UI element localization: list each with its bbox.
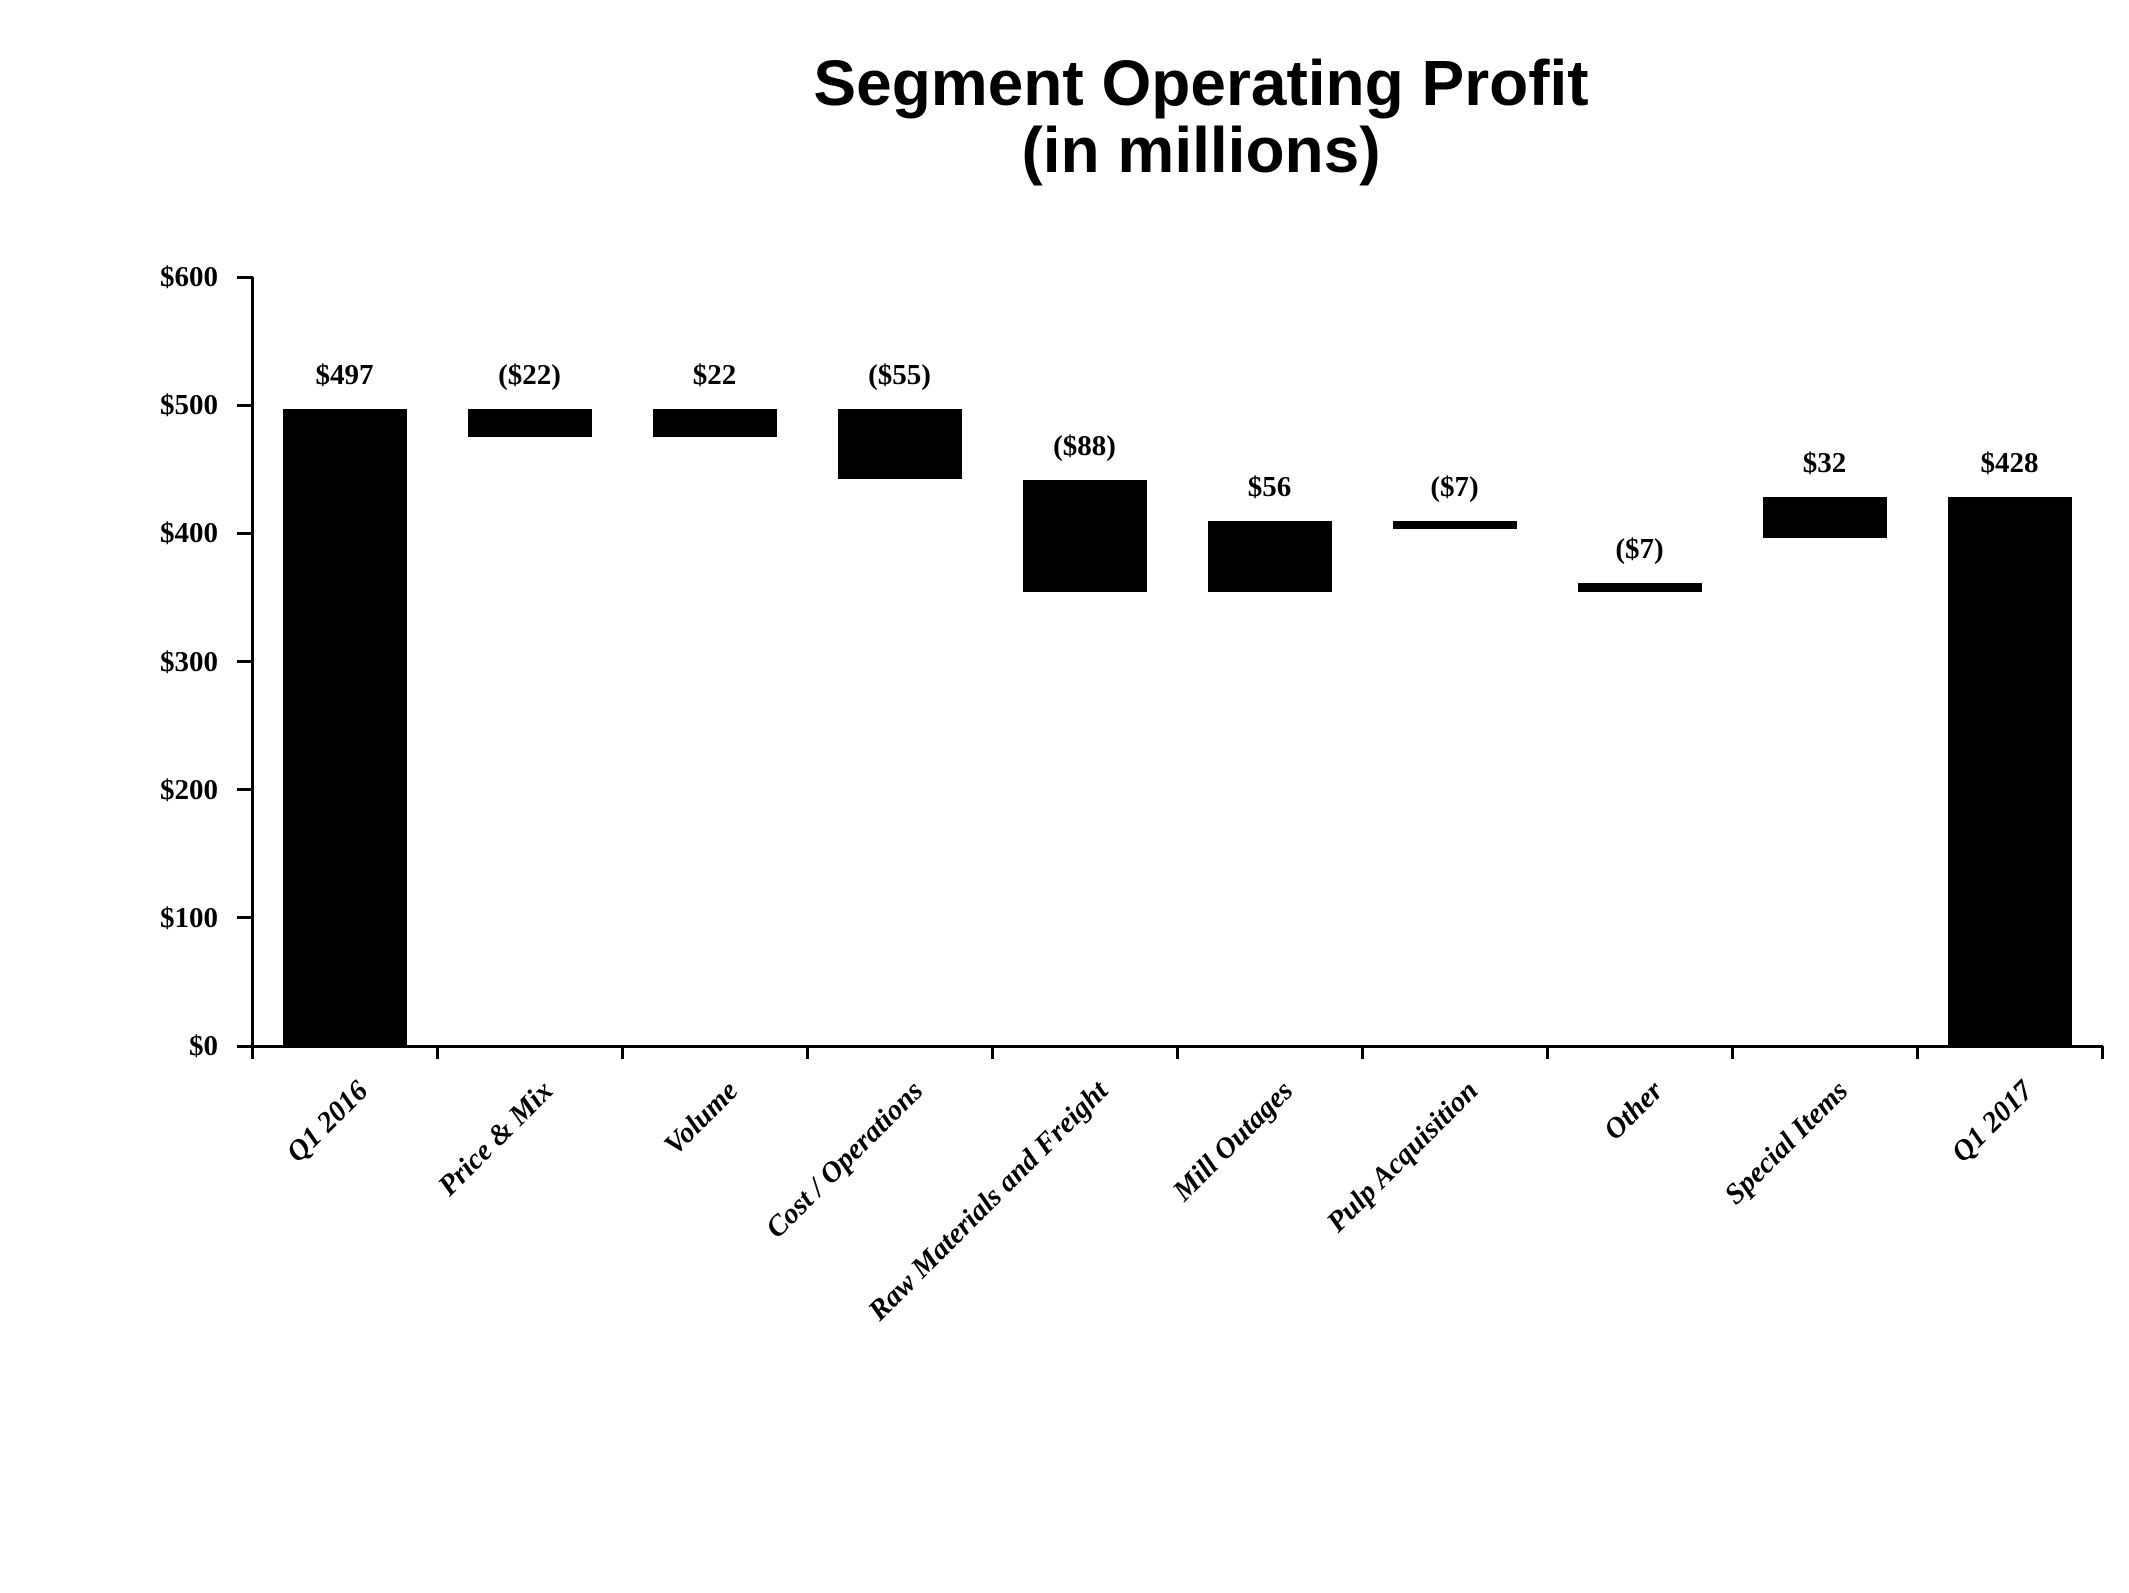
x-axis-tick [436,1046,439,1059]
chart-title-line2: (in millions) [236,117,2129,184]
x-axis-tick [1546,1046,1549,1059]
x-axis-tick [1176,1046,1179,1059]
waterfall-chart: Segment Operating Profit (in millions) $… [0,0,2129,1421]
x-axis-tick [1916,1046,1919,1059]
bar-mill-outages [1208,521,1332,593]
y-axis-tick [237,660,253,663]
y-axis-tick-label: $400 [0,515,218,551]
y-axis-tick [237,404,253,407]
y-axis-tick [237,276,253,279]
x-axis-tick [2101,1046,2104,1059]
y-axis-tick-label: $300 [0,644,218,680]
y-axis-tick-label: $600 [0,259,218,295]
chart-title-line1: Segment Operating Profit [236,50,2129,117]
chart-title: Segment Operating Profit (in millions) [236,50,2129,184]
bar-pulp-acquisition [1393,521,1517,530]
x-axis-tick [806,1046,809,1059]
y-axis-tick [237,532,253,535]
bar-other [1578,583,1702,592]
bar-value-label: $428 [1860,445,2129,481]
bar-value-label: ($88) [935,428,1235,464]
x-axis-tick [991,1046,994,1059]
x-axis-tick [621,1046,624,1059]
bar-special-items [1763,497,1887,538]
y-axis-tick [237,788,253,791]
bar-value-label: ($7) [1490,531,1790,567]
x-axis-tick [251,1046,254,1059]
y-axis-tick-label: $200 [0,772,218,808]
bar-volume [653,409,777,437]
bar-q1-2017 [1948,497,2072,1046]
bar-value-label: ($7) [1305,469,1605,505]
y-axis-tick [237,916,253,919]
bar-price-mix [468,409,592,437]
y-axis-tick-label: $0 [0,1028,218,1064]
x-axis-tick [1361,1046,1364,1059]
y-axis-tick-label: $500 [0,387,218,423]
y-axis-tick-label: $100 [0,900,218,936]
bar-value-label: ($55) [750,357,1050,393]
x-axis-tick [1731,1046,1734,1059]
bar-q1-2016 [283,409,407,1046]
